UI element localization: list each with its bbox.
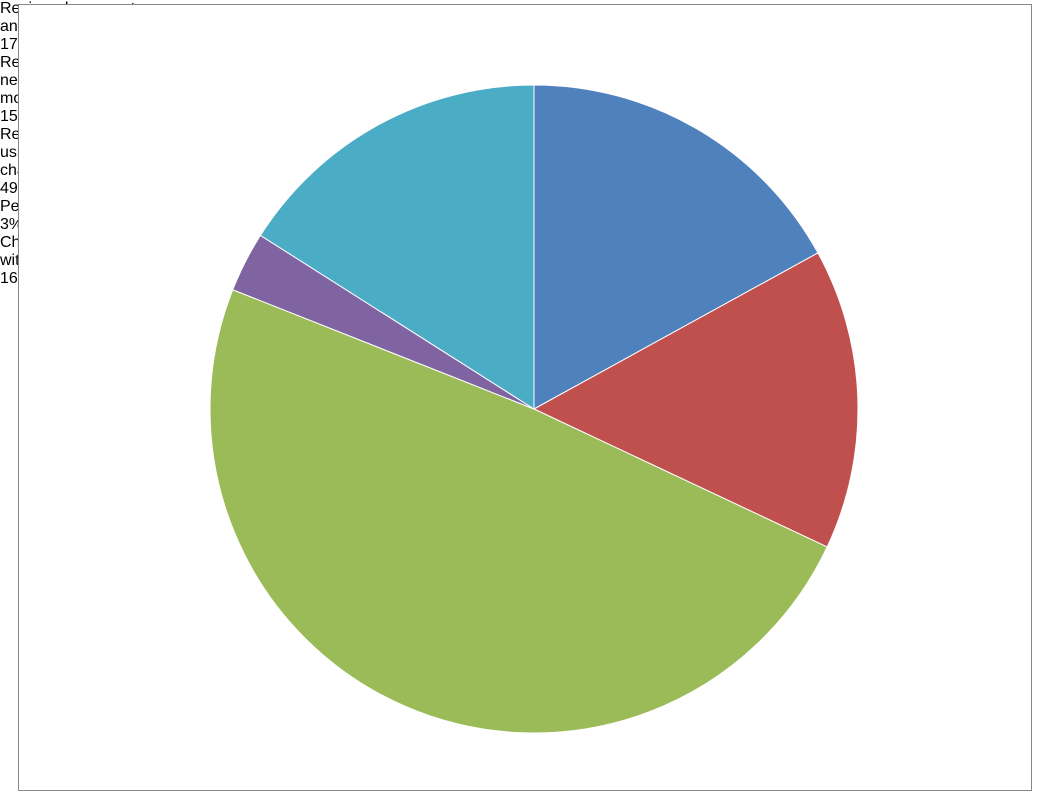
pie-slice <box>209 289 828 734</box>
pie-slice <box>533 84 819 410</box>
pie-slice <box>259 84 535 410</box>
pie-slice <box>532 252 859 548</box>
slice-value: 3% <box>0 216 24 233</box>
